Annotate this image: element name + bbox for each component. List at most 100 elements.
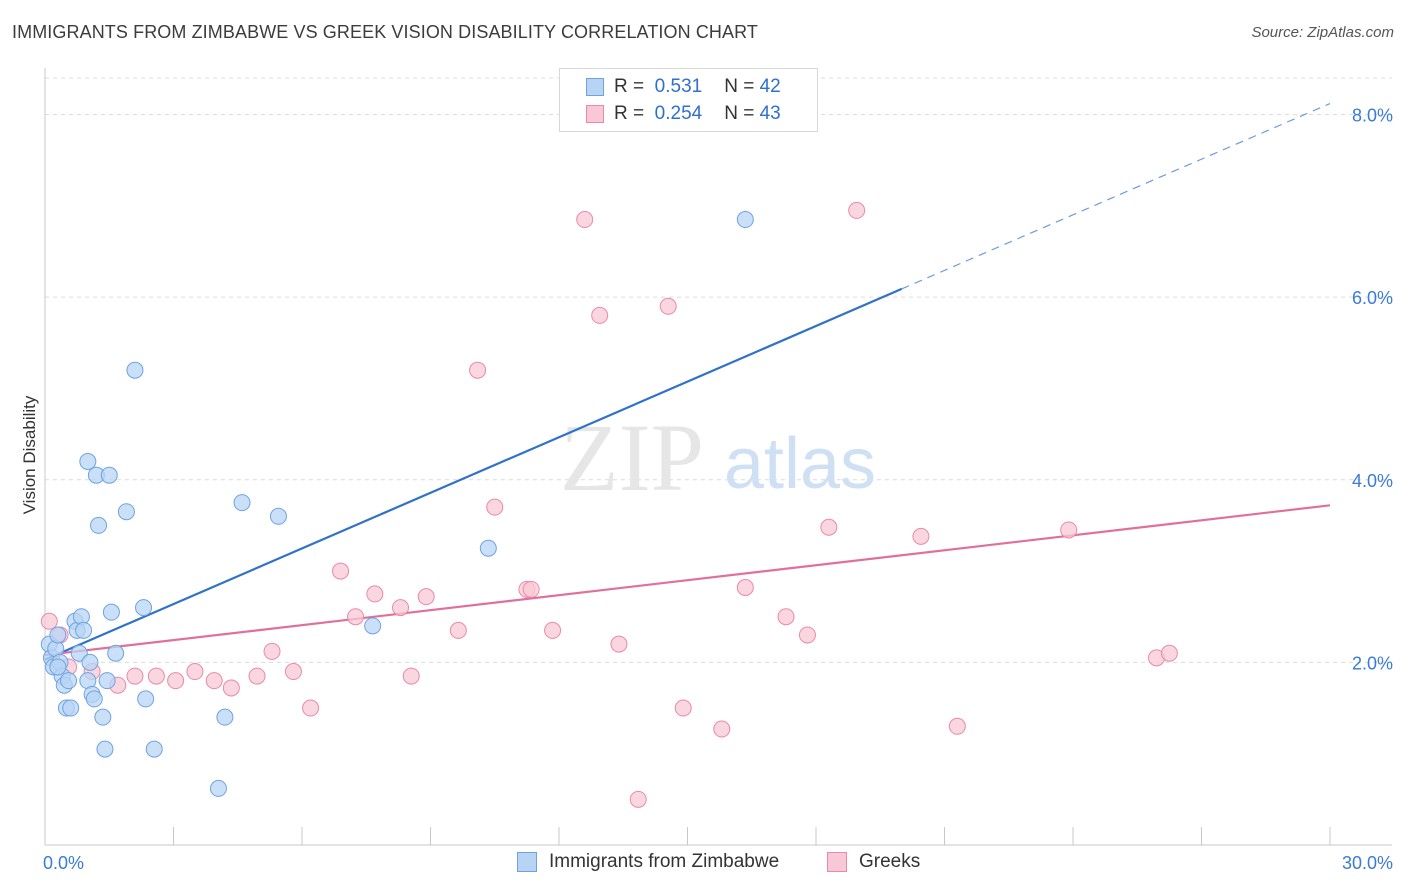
greeks-point: [222, 679, 240, 697]
trend-lines: [44, 103, 1331, 661]
greeks-point: [186, 663, 204, 681]
greeks-point: [820, 518, 838, 536]
greeks-point: [332, 562, 350, 580]
zimbabwe-point: [117, 503, 135, 521]
grid: [45, 77, 1392, 663]
zimbabwe-point: [49, 658, 67, 676]
greeks-point: [147, 667, 165, 685]
bottom-swatch-greeks: [827, 852, 847, 872]
greeks-point: [347, 608, 365, 626]
zimbabwe-point: [75, 621, 93, 639]
greeks-point: [469, 361, 487, 379]
bottom-legend-greeks: Greeks: [827, 851, 920, 873]
axes: 2.0% 4.0% 6.0% 8.0% 0.0% 30.0%: [43, 68, 1393, 873]
legend-n-label: N =: [724, 76, 755, 97]
zimbabwe-point: [107, 644, 125, 662]
greeks-point: [629, 790, 647, 808]
zimbabwe-point: [81, 653, 99, 671]
legend-n-value: 43: [759, 103, 781, 124]
data-points: [40, 201, 1178, 808]
greeks-point: [263, 642, 281, 660]
greeks-point: [848, 201, 866, 219]
watermark: ZIP atlas: [560, 404, 876, 511]
zimbabwe-trend-line: [44, 287, 903, 661]
greeks-point: [1160, 644, 1178, 662]
greeks-point: [736, 579, 754, 597]
greeks-point: [1060, 521, 1078, 539]
zimbabwe-point: [90, 516, 108, 534]
bottom-legend-label: Immigrants from Zimbabwe: [549, 851, 780, 872]
greeks-point: [417, 588, 435, 606]
y-tick-label: 2.0%: [1352, 653, 1393, 673]
greeks-point: [402, 667, 420, 685]
y-tick-label: 6.0%: [1352, 288, 1393, 308]
greeks-point: [798, 626, 816, 644]
zimbabwe-point: [126, 361, 144, 379]
legend-r-value: 0.254: [654, 103, 703, 124]
greeks-point: [522, 580, 540, 598]
greeks-point: [544, 621, 562, 639]
legend-n-value: 42: [759, 76, 781, 97]
legend-swatch-greeks: [586, 105, 604, 123]
greeks-point: [205, 672, 223, 690]
zimbabwe-point: [135, 599, 153, 617]
greeks-point: [486, 498, 504, 516]
greeks-point: [40, 612, 58, 630]
greeks-point: [449, 621, 467, 639]
zimbabwe-point: [60, 672, 78, 690]
chart-title: IMMIGRANTS FROM ZIMBABWE VS GREEK VISION…: [12, 22, 758, 42]
zimbabwe-point: [137, 690, 155, 708]
legend-n-label: N =: [724, 103, 755, 124]
greeks-point: [659, 297, 677, 315]
greeks-point: [302, 699, 320, 717]
greeks-point: [674, 699, 692, 717]
legend-r-value: 0.531: [654, 76, 703, 97]
source-label: Source: ZipAtlas.com: [1251, 24, 1394, 41]
watermark-zip: ZIP: [560, 404, 704, 511]
zimbabwe-point: [49, 626, 67, 644]
legend-swatch-zimbabwe: [586, 78, 604, 96]
greeks-point: [284, 663, 302, 681]
bottom-swatch-zimbabwe: [517, 852, 537, 872]
zimbabwe-point: [145, 740, 163, 758]
greeks-point: [777, 608, 795, 626]
bottom-legend-label: Greeks: [859, 851, 921, 872]
legend-r-label: R =: [614, 103, 645, 124]
x-tick-label: 30.0%: [1342, 853, 1393, 873]
legend-r-label: R =: [614, 76, 645, 97]
zimbabwe-point: [269, 507, 287, 525]
greeks-trend-line: [44, 504, 1331, 657]
zimbabwe-point: [85, 690, 103, 708]
greeks-point: [248, 667, 266, 685]
zimbabwe-point: [209, 779, 227, 797]
zimbabwe-trend-extension: [901, 103, 1331, 290]
greeks-point: [591, 306, 609, 324]
y-tick-label: 4.0%: [1352, 471, 1393, 491]
zimbabwe-point: [102, 603, 120, 621]
greeks-point: [576, 211, 594, 229]
greeks-point: [167, 672, 185, 690]
zimbabwe-point: [100, 466, 118, 484]
zimbabwe-point: [96, 740, 114, 758]
zimbabwe-point: [79, 453, 97, 470]
watermark-atlas: atlas: [724, 424, 876, 504]
bottom-legend-zimbabwe: Immigrants from Zimbabwe: [517, 851, 779, 873]
zimbabwe-point: [62, 699, 80, 717]
greeks-point: [392, 599, 410, 617]
greeks-point: [912, 527, 930, 545]
greeks-point: [713, 720, 731, 738]
y-axis-title: Vision Disability: [20, 395, 39, 514]
zimbabwe-point: [736, 211, 754, 229]
zimbabwe-point: [233, 494, 251, 512]
correlation-legend: R = 0.531 N = 42 R = 0.254 N = 43: [559, 68, 818, 132]
zimbabwe-point: [479, 539, 497, 557]
zimbabwe-point: [98, 672, 116, 690]
legend-row-greeks: R = 0.254 N = 43: [586, 102, 781, 126]
legend-row-zimbabwe: R = 0.531 N = 42: [586, 75, 781, 99]
x-tick-label: 0.0%: [43, 853, 84, 873]
greeks-point: [366, 585, 384, 603]
y-tick-label: 8.0%: [1352, 106, 1393, 126]
greeks-point: [126, 667, 144, 685]
zimbabwe-point: [216, 708, 234, 726]
